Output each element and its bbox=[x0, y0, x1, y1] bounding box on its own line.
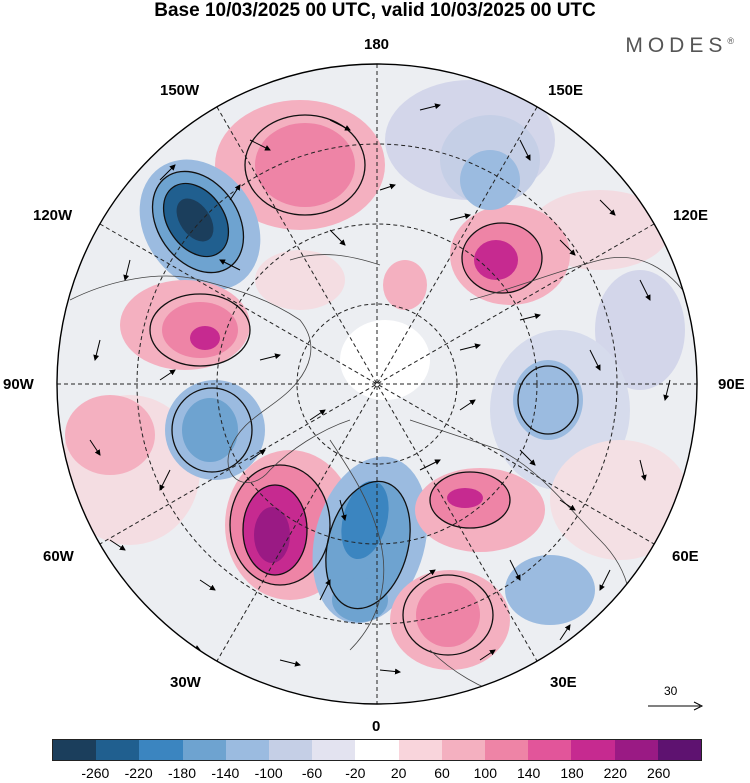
colorbar-tick-label: -180 bbox=[167, 765, 197, 781]
colorbar-tick-label: -100 bbox=[254, 765, 283, 781]
lon-label-120e: 120E bbox=[673, 207, 709, 224]
colorbar-cell bbox=[528, 740, 572, 760]
brand-logo: MODES® bbox=[625, 34, 734, 58]
colorbar-tick-label: -20 bbox=[345, 765, 366, 781]
lon-label-60e: 60E bbox=[672, 548, 699, 565]
colorbar-tick-label: 180 bbox=[560, 765, 584, 781]
colorbar-cell bbox=[53, 740, 97, 760]
colorbar-tick-label: 100 bbox=[473, 765, 498, 781]
anomaly-field bbox=[57, 64, 697, 704]
colorbar-tick-label: 20 bbox=[390, 765, 407, 781]
reference-vector-label: 30 bbox=[664, 684, 678, 698]
map-title: Base 10/03/2025 00 UTC, valid 10/03/2025… bbox=[154, 0, 596, 21]
colorbar bbox=[52, 739, 702, 761]
colorbar-cell bbox=[182, 740, 226, 760]
colorbar-cell bbox=[225, 740, 270, 760]
colorbar-tick-label: -260 bbox=[81, 765, 110, 781]
lon-label-90w: 90W bbox=[3, 376, 34, 393]
colorbar-tick-label: -60 bbox=[301, 765, 323, 781]
brand-text: MODES bbox=[625, 34, 728, 57]
lon-label-0: 0 bbox=[372, 718, 381, 735]
lon-label-60w: 60W bbox=[43, 548, 74, 565]
lon-label-180: 180 bbox=[364, 36, 390, 53]
colorbar-tick-label: 220 bbox=[603, 765, 628, 781]
colorbar-tick-label: 140 bbox=[516, 765, 541, 781]
colorbar-cell bbox=[571, 740, 615, 760]
colorbar-cell bbox=[139, 740, 183, 760]
lon-label-90e: 90E bbox=[718, 376, 745, 393]
colorbar-cell bbox=[312, 740, 356, 760]
colorbar-ticks: -260 -220 -180 -140 -100 -60 -20 20 60 100 140 180 2… bbox=[52, 765, 702, 783]
colorbar-cell bbox=[398, 740, 442, 760]
colorbar-cell bbox=[614, 740, 658, 760]
lon-label-150w: 150W bbox=[160, 82, 200, 99]
map-boundary bbox=[56, 63, 698, 705]
colorbar-tick-label: -140 bbox=[211, 765, 240, 781]
colorbar-tick-label: 60 bbox=[434, 765, 450, 781]
colorbar-cell bbox=[269, 740, 313, 760]
colorbar-cell bbox=[355, 740, 399, 760]
lon-label-120w: 120W bbox=[33, 207, 73, 224]
lon-label-30e: 30E bbox=[550, 674, 577, 691]
colorbar-cell bbox=[96, 740, 140, 760]
lon-label-30w: 30W bbox=[170, 674, 201, 691]
colorbar-cell bbox=[441, 740, 486, 760]
colorbar-tick-label: -220 bbox=[124, 765, 153, 781]
reference-vector-arrow bbox=[648, 701, 704, 711]
colorbar-cell bbox=[657, 740, 702, 760]
colorbar-cell bbox=[485, 740, 529, 760]
brand-mark: ® bbox=[727, 36, 734, 46]
lon-label-150e: 150E bbox=[548, 82, 584, 99]
colorbar-tick-label: 260 bbox=[646, 765, 671, 781]
